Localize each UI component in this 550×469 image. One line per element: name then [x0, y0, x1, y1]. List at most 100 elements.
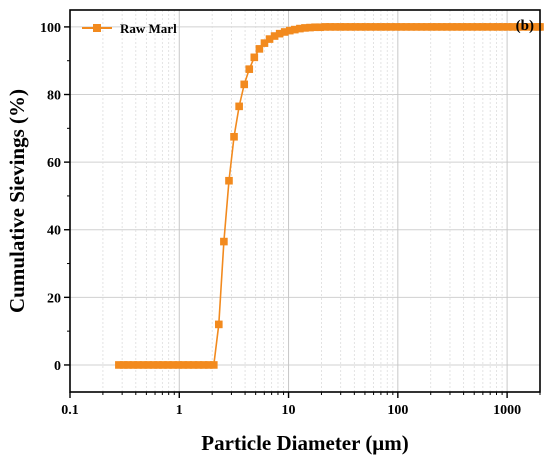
data-point [453, 23, 461, 31]
data-point [184, 361, 193, 369]
data-point [498, 23, 507, 31]
data-point [367, 23, 375, 31]
data-point [483, 23, 492, 31]
data-point [316, 23, 324, 32]
data-point [306, 23, 314, 32]
legend-label: Raw Marl [120, 21, 177, 36]
data-point [270, 32, 279, 40]
data-point [382, 23, 390, 31]
data-point [189, 361, 198, 369]
data-point [240, 80, 249, 89]
x-tick-label: 100 [387, 403, 408, 418]
data-point [508, 23, 517, 31]
data-point [407, 23, 416, 31]
data-point [351, 23, 360, 31]
data-point [149, 361, 158, 369]
data-point [331, 23, 340, 31]
series-layer [115, 23, 544, 369]
y-tick-label: 20 [47, 291, 61, 306]
data-point [159, 361, 167, 369]
data-point [321, 23, 330, 31]
data-point [280, 28, 289, 36]
data-point [250, 53, 259, 62]
y-tick-label: 0 [54, 359, 61, 374]
data-point [422, 23, 431, 31]
data-point [519, 23, 527, 31]
data-point [356, 23, 365, 31]
data-point [245, 65, 254, 73]
data-point [336, 23, 345, 31]
data-point [473, 23, 482, 31]
data-point [311, 23, 319, 32]
data-point [124, 361, 132, 369]
data-point [154, 361, 162, 369]
data-point [529, 23, 537, 31]
data-point [478, 23, 487, 31]
data-point [427, 23, 436, 31]
data-point [199, 361, 208, 369]
data-point [204, 361, 213, 369]
data-point [215, 320, 223, 329]
x-tick-label: 1 [176, 403, 183, 418]
data-point [493, 23, 502, 31]
data-point [514, 23, 522, 31]
legend: Raw Marl [82, 21, 177, 36]
data-point [235, 102, 243, 111]
panel-label: (b) [516, 18, 534, 34]
y-tick-label: 60 [47, 156, 61, 171]
data-point [432, 23, 441, 31]
data-point [443, 23, 451, 31]
y-tick-label: 40 [47, 224, 61, 239]
data-point [463, 23, 471, 31]
x-tick-label: 1000 [493, 403, 521, 418]
data-point [179, 361, 188, 369]
data-point [265, 35, 274, 43]
data-point [326, 23, 335, 31]
data-point [392, 23, 400, 31]
y-axis-title: Cumulative Sievings (%) [5, 89, 29, 313]
data-point [285, 26, 294, 35]
x-tick-label: 0.1 [61, 403, 79, 418]
data-point [129, 361, 138, 369]
data-point [139, 361, 148, 369]
data-point [230, 132, 238, 141]
data-point [220, 237, 228, 246]
data-point [438, 23, 446, 31]
data-point [341, 23, 350, 31]
plot-frame [69, 9, 541, 393]
data-point [164, 361, 172, 369]
data-point [412, 23, 421, 31]
data-point [119, 361, 128, 369]
data-point [503, 23, 512, 31]
data-point [275, 29, 284, 38]
data-point [210, 361, 218, 369]
data-point [417, 23, 426, 31]
data-point [225, 176, 233, 185]
data-point [115, 361, 123, 369]
y-tick-label: 100 [40, 21, 61, 36]
data-point [260, 39, 269, 47]
legend-marker [93, 24, 101, 32]
data-point [387, 23, 395, 31]
x-tick-label: 10 [282, 403, 296, 418]
data-point [169, 361, 178, 369]
data-point [255, 45, 264, 53]
data-point [468, 23, 477, 31]
data-point [174, 361, 183, 369]
data-point [346, 23, 355, 31]
data-point [402, 23, 411, 31]
data-point [144, 361, 153, 369]
data-point [524, 23, 532, 31]
y-tick-label: 80 [47, 89, 61, 104]
data-point [194, 361, 203, 369]
data-point [372, 23, 380, 31]
data-point [377, 23, 385, 31]
x-axis-title: Particle Diameter (μm) [201, 431, 408, 455]
data-point [361, 23, 370, 31]
axes: 0 20 40 60 80 100 0.1 1 10 100 1000 [40, 21, 541, 418]
data-point [301, 24, 309, 32]
data-point [291, 25, 299, 34]
